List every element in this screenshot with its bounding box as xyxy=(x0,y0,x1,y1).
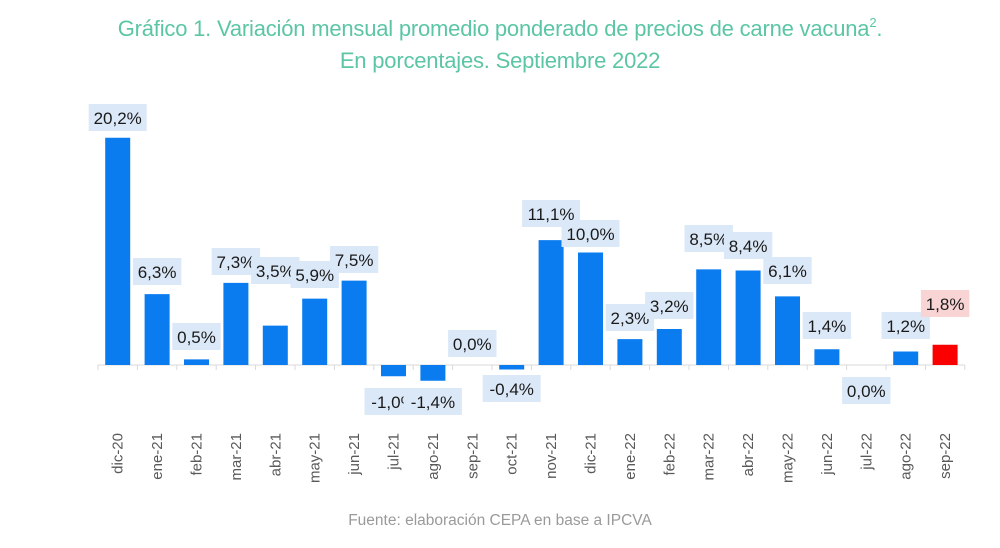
x-tick-label: mar-21 xyxy=(228,433,245,481)
data-label: 8,5% xyxy=(689,230,728,249)
data-label-box xyxy=(482,375,541,402)
bar-dic-21 xyxy=(578,252,603,365)
bar-sep-22 xyxy=(932,344,958,365)
x-tick-label: ago-22 xyxy=(898,433,915,480)
data-label-box xyxy=(561,220,620,247)
bar-feb-21 xyxy=(184,359,209,365)
data-label-box xyxy=(645,292,694,319)
x-tick-label: abr-22 xyxy=(740,433,757,476)
bar-jun-21 xyxy=(341,280,367,365)
data-label: 3,5% xyxy=(256,262,295,281)
bar-abr-22 xyxy=(735,270,761,365)
bar-ene-22 xyxy=(617,339,643,365)
bar-oct-21 xyxy=(499,365,525,370)
x-tick-label: jul-22 xyxy=(858,433,875,471)
data-label: 8,4% xyxy=(729,237,768,256)
data-label-box xyxy=(920,290,970,317)
x-tick-label: abr-21 xyxy=(267,433,284,476)
data-label: 0,0% xyxy=(453,335,492,354)
bar-ago-22 xyxy=(893,351,919,365)
chart-title: Gráfico 1. Variación mensual promedio po… xyxy=(0,14,1000,44)
x-tick-label: sep-22 xyxy=(937,433,954,479)
data-label: 0,5% xyxy=(177,328,216,347)
bar-nov-21 xyxy=(538,240,564,365)
bar-mar-22 xyxy=(696,269,722,365)
data-label-box xyxy=(723,232,773,259)
data-label-box xyxy=(802,312,852,339)
source-note: Fuente: elaboración CEPA en base a IPCVA xyxy=(348,512,652,529)
data-label: 6,1% xyxy=(768,262,807,281)
data-label: -0,4% xyxy=(489,380,533,399)
bar-abr-21 xyxy=(262,325,288,365)
data-label: 11,1% xyxy=(528,205,575,224)
footnote-marker: 2 xyxy=(869,15,877,30)
data-label-box xyxy=(132,258,182,285)
bar-jun-22 xyxy=(814,349,840,365)
x-tick-label: oct-21 xyxy=(504,433,521,475)
data-label: 1,2% xyxy=(886,317,925,336)
data-label: -1,4% xyxy=(411,393,455,412)
data-label: 7,3% xyxy=(217,253,256,272)
data-label: 5,9% xyxy=(295,266,334,285)
bar-may-22 xyxy=(775,296,800,365)
chart-title-suffix: . xyxy=(876,16,883,41)
x-tick-label: nov-21 xyxy=(543,433,560,479)
data-label-box xyxy=(842,377,891,404)
data-label-box xyxy=(172,323,221,350)
x-tick-label: mar-22 xyxy=(701,433,718,481)
bar-ene-21 xyxy=(144,294,170,365)
x-tick-label: ene-22 xyxy=(622,433,639,480)
data-label: 2,3% xyxy=(611,309,650,328)
x-tick-label: may-21 xyxy=(307,433,324,483)
x-tick-label: feb-21 xyxy=(189,433,206,476)
x-tick-label: ene-21 xyxy=(149,433,166,480)
bar-feb-22 xyxy=(656,329,682,365)
chart-subtitle: En porcentajes. Septiembre 2022 xyxy=(339,48,661,73)
x-tick-label: may-22 xyxy=(780,433,797,483)
data-label: 10,0% xyxy=(566,225,614,244)
x-tick-label: dic-20 xyxy=(110,433,127,474)
bar-jul-21 xyxy=(381,365,406,377)
x-tick-label: sep-21 xyxy=(464,433,481,479)
bar-may-21 xyxy=(302,298,328,365)
bar-mar-21 xyxy=(223,282,249,365)
data-label: 0,0% xyxy=(847,382,886,401)
data-label: 6,3% xyxy=(138,263,177,282)
data-label: 1,8% xyxy=(926,295,965,314)
chart-title-text: Gráfico 1. Variación mensual promedio po… xyxy=(117,16,870,41)
data-label-box xyxy=(329,246,379,273)
data-label: 7,5% xyxy=(335,251,374,270)
data-label: 20,2% xyxy=(94,109,142,128)
bar-dic-20 xyxy=(105,137,131,365)
x-tick-label: jul-21 xyxy=(386,433,403,471)
x-tick-label: ago-21 xyxy=(425,433,442,480)
data-label-box xyxy=(763,257,812,284)
data-label-box xyxy=(88,104,147,131)
data-label: 1,4% xyxy=(808,317,847,336)
data-label: 3,2% xyxy=(650,297,689,316)
x-tick-label: feb-22 xyxy=(661,433,678,476)
x-tick-label: jun-21 xyxy=(346,433,363,476)
data-label-box xyxy=(403,388,462,415)
data-label-box xyxy=(448,330,497,357)
x-tick-label: jun-22 xyxy=(819,433,836,476)
bar-ago-21 xyxy=(420,365,446,381)
x-tick-label: dic-21 xyxy=(583,433,600,474)
